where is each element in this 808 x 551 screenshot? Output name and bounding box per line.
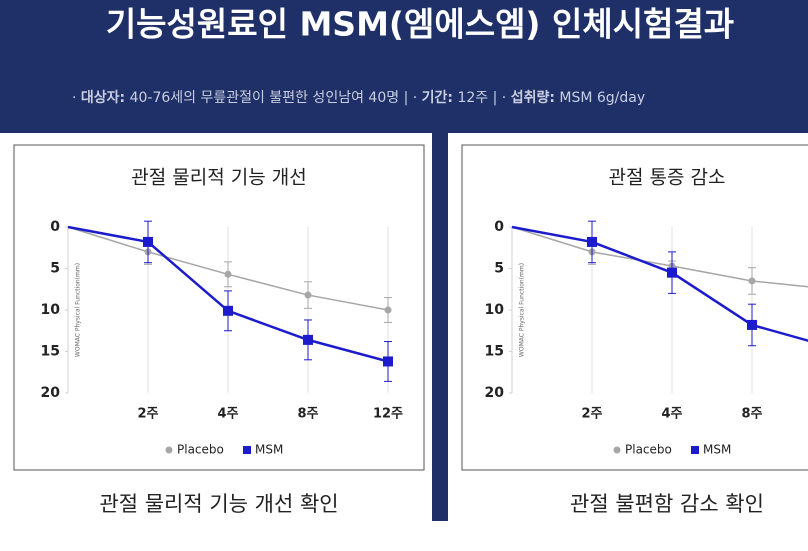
y-tick-label: 15 [485, 344, 504, 360]
marker [223, 305, 233, 316]
marker [303, 334, 313, 345]
chart-frame [13, 144, 425, 471]
info-label: 대상자: [81, 90, 125, 106]
marker [304, 291, 312, 299]
y-tick-label: 10 [485, 302, 505, 318]
marker [224, 270, 232, 278]
legend-label: MSM [255, 443, 283, 457]
y-tick-label: 20 [485, 385, 505, 401]
legend-label: MSM [703, 443, 731, 457]
y-tick-label: 15 [41, 344, 60, 360]
marker [748, 277, 756, 285]
legend-label: Placebo [177, 443, 224, 457]
info-label: 기간: [422, 89, 453, 106]
info-text: MSM 6g/day [555, 90, 645, 106]
marker [384, 306, 392, 314]
caption: 관절 물리적 기능 개선 확인 [99, 492, 338, 516]
chart-title: 관절 물리적 기능 개선 [131, 167, 306, 189]
x-tick-label: 8주 [297, 407, 318, 422]
info-label: 섭취량: [511, 90, 555, 106]
y-tick-label: 0 [494, 219, 504, 235]
x-tick-label: 12주 [373, 407, 403, 422]
marker [587, 236, 597, 247]
x-tick-label: 4주 [661, 407, 682, 422]
x-tick-label: 2주 [581, 407, 602, 422]
legend-swatch [691, 446, 699, 454]
info-text: 12주 [453, 90, 488, 106]
y-tick-label: 10 [41, 302, 61, 318]
y-tick-label: 0 [50, 219, 60, 235]
header-banner [0, 0, 808, 133]
y-tick-label: 5 [494, 261, 504, 277]
caption: 관절 불편함 감소 확인 [570, 492, 764, 516]
legend-swatch [165, 446, 173, 454]
marker [667, 267, 677, 278]
header-title: 기능성원료인 MSM(엠에스엠) 인체시험결과 [106, 5, 734, 44]
legend-swatch [243, 446, 251, 454]
y-axis-label: WOMAC Physical Function(mm) [75, 263, 82, 357]
marker [383, 356, 393, 367]
legend-label: Placebo [625, 443, 672, 457]
info-text: 40-76세의 무릎관절이 불편한 성인남여 40명 [125, 90, 399, 106]
x-tick-label: 4주 [217, 407, 238, 422]
marker [143, 236, 153, 247]
chart-title: 관절 통증 감소 [609, 167, 726, 189]
legend-swatch [613, 446, 621, 454]
y-tick-label: 5 [50, 261, 60, 277]
divider [432, 133, 448, 521]
y-tick-label: 20 [41, 385, 61, 401]
header-info: · 대상자: 40-76세의 무릎관절이 불편한 성인남여 40명 | · 기간… [72, 89, 645, 106]
marker [747, 319, 757, 330]
x-tick-label: 8주 [741, 407, 762, 422]
x-tick-label: 2주 [137, 407, 158, 422]
y-axis-label: WOMAC Physical Function(mm) [519, 263, 526, 357]
chart-frame [461, 144, 808, 471]
